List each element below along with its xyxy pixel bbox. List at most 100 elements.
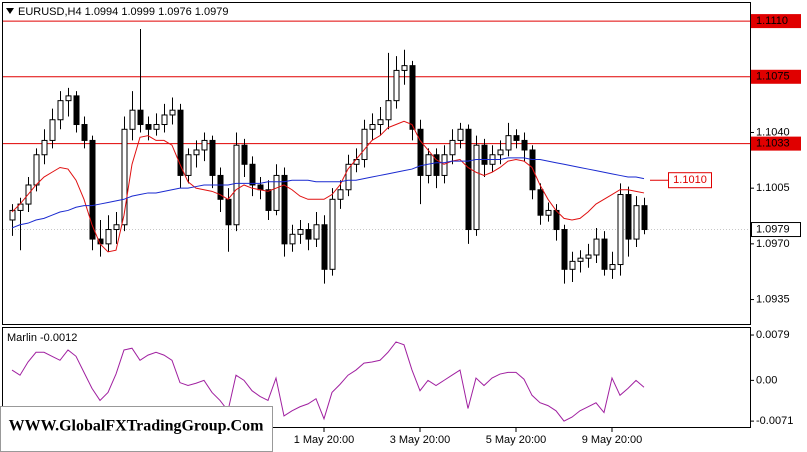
candle-body: [425, 154, 432, 176]
candle-body: [473, 144, 480, 231]
candle-body: [577, 257, 584, 262]
low: 1.0976: [158, 6, 192, 18]
candle-body: [385, 100, 392, 121]
candle-body: [193, 149, 200, 156]
candle-body: [369, 124, 376, 130]
plot-layer: 1.1040 1.1005 1.0970 1.0935 1.1010 1.1110 1.10…: [3, 14, 801, 446]
candle-body: [265, 189, 272, 211]
candle-body: [33, 154, 40, 186]
candle-body: [441, 154, 448, 176]
candle-body: [409, 65, 416, 130]
y-tick-label: 1.1005: [756, 182, 790, 194]
candle-body: [9, 209, 16, 221]
candle-body: [225, 198, 232, 226]
candle-body: [497, 149, 504, 156]
candle-body: [601, 238, 608, 270]
candle-body: [593, 238, 600, 256]
candle-body: [209, 139, 216, 176]
y-tick-label: 1.0935: [756, 293, 790, 305]
x-tick-label: 9 May 20:00: [582, 434, 643, 446]
y-tick-label: -0.0071: [756, 415, 793, 427]
x-tick-label: 5 May 20:00: [486, 434, 547, 446]
candle-body: [81, 124, 88, 141]
candle-body: [633, 205, 640, 240]
candle-body: [321, 224, 328, 270]
high: 1.0999: [121, 6, 155, 18]
price-line-tag: [751, 136, 801, 151]
candle-body: [361, 128, 368, 161]
candle-body: [297, 229, 304, 235]
candle-body: [161, 114, 168, 126]
candle-body: [41, 139, 48, 156]
candle-body: [521, 139, 528, 151]
candle-body: [233, 144, 240, 226]
candle-body: [609, 264, 616, 270]
candle-body: [89, 139, 96, 240]
indicator-line: [11, 341, 645, 422]
candle-body: [129, 109, 136, 130]
candle-body: [569, 260, 576, 270]
price-line-label: 1.1075: [756, 71, 790, 83]
sub-panel-frame: [2, 327, 751, 428]
candle-body: [513, 135, 520, 141]
symbol: EURUSD,H4: [18, 6, 82, 18]
candle-body: [273, 174, 280, 211]
candle-body: [153, 124, 160, 130]
candle-body: [73, 95, 80, 126]
price-line-label: 1.1110: [756, 15, 788, 27]
y-tick-label: 1.1040: [756, 126, 790, 138]
chart-header: EURUSD,H4 1.0994 1.0999 1.0976 1.0979: [18, 6, 228, 18]
candle-body: [121, 128, 128, 226]
current-price-label: 1.0979: [756, 223, 790, 235]
candle-body: [457, 128, 464, 141]
candle-body: [449, 139, 456, 156]
candle-body: [329, 198, 336, 270]
candle-body: [289, 233, 296, 245]
candle-body: [281, 174, 288, 245]
candle-body: [49, 119, 56, 141]
candle-body: [113, 224, 120, 231]
candle-body: [561, 229, 568, 270]
indicator-value: -0.0012: [40, 332, 77, 344]
candle-body: [217, 174, 224, 200]
annotation-box: [668, 172, 712, 189]
current-price-tag: [751, 222, 801, 238]
y-tick-label: 0.00: [756, 374, 777, 386]
indicator-header: Marlin -0.0012: [7, 332, 77, 344]
candle-body: [169, 109, 176, 116]
candle-body: [137, 109, 144, 126]
moving-average: [11, 157, 645, 229]
candle-body: [617, 194, 624, 266]
y-tick-label: 1.0970: [756, 238, 790, 250]
price-line-label: 1.1033: [756, 138, 790, 150]
candle-body: [313, 224, 320, 240]
candle-body: [505, 135, 512, 151]
menu-triangle: [6, 8, 14, 14]
candle-body: [105, 229, 112, 245]
indicator-name: Marlin: [7, 332, 37, 344]
candle-body: [337, 189, 344, 200]
candle-body: [585, 254, 592, 259]
candle-body: [249, 163, 256, 186]
candle-body: [241, 144, 248, 165]
annotation-label: 1.1010: [673, 174, 707, 186]
candle-body: [305, 229, 312, 240]
x-tick-label: 3 May 20:00: [390, 434, 451, 446]
candle-body: [393, 69, 400, 102]
candle-body: [641, 205, 648, 231]
moving-average: [11, 120, 645, 253]
price-line-tag: [751, 14, 801, 29]
watermark: WWW.GlobalFXTradingGroup.Com: [9, 418, 265, 435]
candle-body: [625, 194, 632, 240]
open: 1.0994: [85, 6, 119, 18]
close: 1.0979: [195, 6, 229, 18]
candle-body: [465, 128, 472, 231]
candle-body: [65, 95, 72, 102]
candle-body: [177, 109, 184, 176]
candle-body: [201, 139, 208, 151]
candle-body: [401, 65, 408, 71]
candle-body: [545, 209, 552, 216]
y-tick-label: 0.0079: [756, 329, 790, 341]
